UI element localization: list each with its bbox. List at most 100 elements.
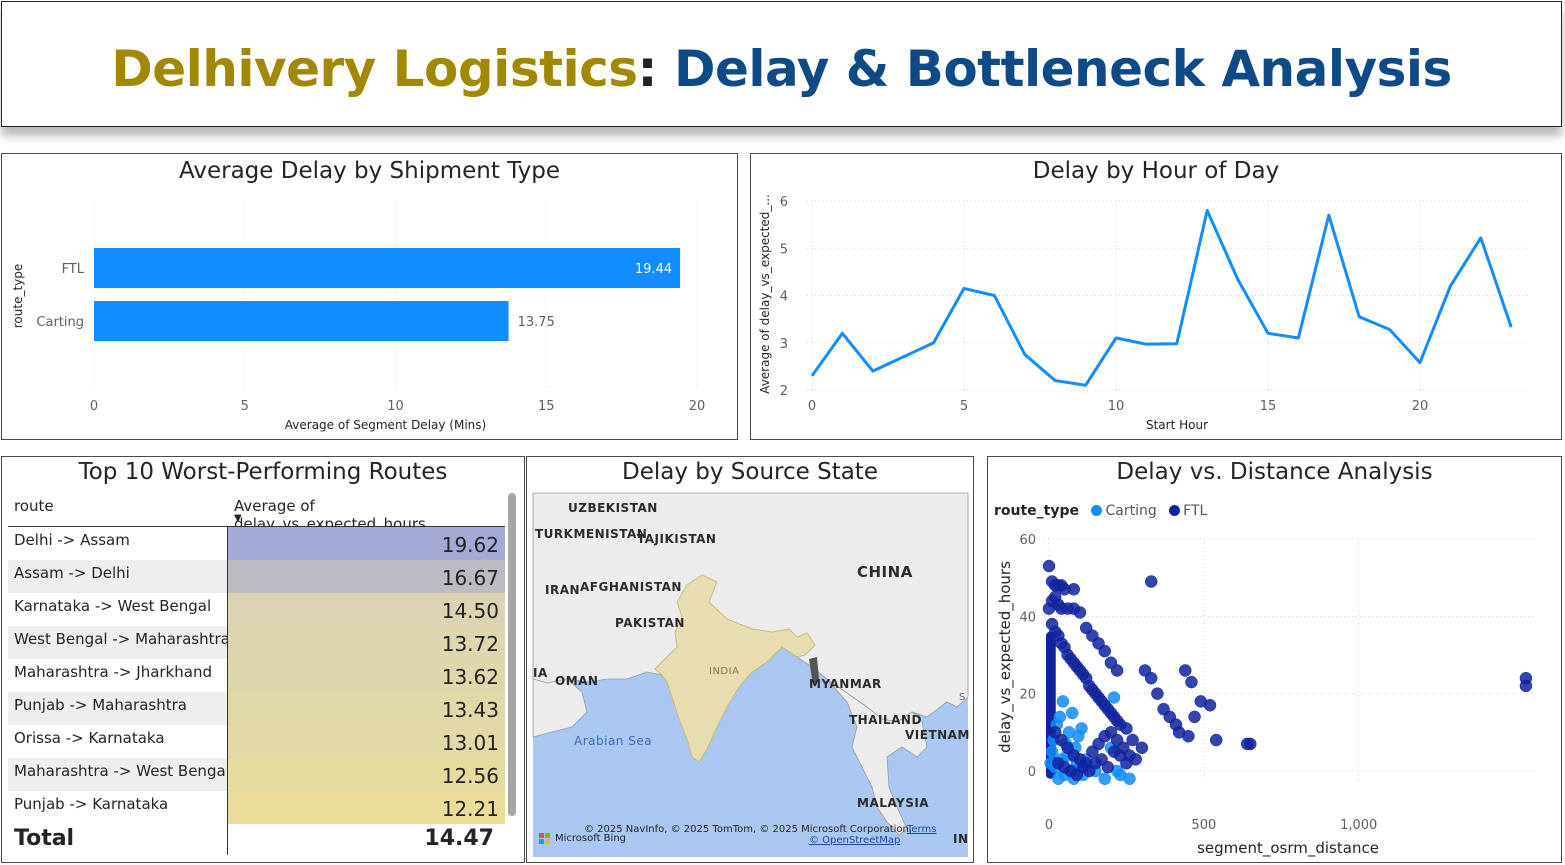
scatter-title: Delay vs. Distance Analysis bbox=[1116, 459, 1433, 485]
value-cell: 16.67 bbox=[227, 560, 505, 593]
scatter-point-ftl bbox=[1179, 664, 1192, 677]
bar-xtick-label: 5 bbox=[241, 399, 249, 414]
table-row[interactable]: Delhi -> Assam 19.62 bbox=[8, 527, 505, 560]
scatter-point-ftl bbox=[1144, 575, 1158, 588]
line-ytick-label: 3 bbox=[780, 337, 788, 352]
scatter-point-carting bbox=[1098, 772, 1111, 785]
line-chart-panel[interactable]: Delay by Hour of Day 2 3 4 5 6 0 5 10 15 20 Start … bbox=[750, 153, 1562, 440]
scatter-xtick-label: 0 bbox=[1045, 818, 1053, 833]
scatter-point-ftl bbox=[1067, 583, 1081, 596]
value-text: 19.62 bbox=[441, 533, 499, 557]
map-osm-link[interactable]: © OpenStreetMap bbox=[809, 835, 901, 846]
scatter-point-ftl bbox=[1101, 760, 1115, 774]
scatter-y-axis-title: delay_vs_expected_hours bbox=[996, 561, 1015, 753]
line-xtick-label: 5 bbox=[960, 399, 968, 414]
bar-x-axis-title: Average of Segment Delay (Mins) bbox=[285, 418, 486, 432]
value-cell: 13.62 bbox=[227, 659, 505, 692]
table-row[interactable]: Punjab -> Karnataka 12.21 bbox=[8, 791, 505, 824]
table-row[interactable]: Maharashtra -> West Bengal 12.56 bbox=[8, 758, 505, 791]
route-column-header[interactable]: route bbox=[14, 497, 54, 515]
bar-chart-svg: 0 5 10 15 20 FTL 19.44 Carting 13.75 Average of S… bbox=[11, 202, 706, 432]
table-row[interactable]: Orissa -> Karnataka 13.01 bbox=[8, 725, 505, 758]
total-value: 14.47 bbox=[424, 826, 494, 851]
value-cell: 12.56 bbox=[227, 758, 505, 791]
line-y-axis-title: Average of delay_vs_expected_... bbox=[758, 194, 772, 394]
table-row[interactable]: Karnataka -> West Bengal 14.50 bbox=[8, 593, 505, 626]
bar-data-label: 13.75 bbox=[518, 315, 555, 330]
route-cell: Assam -> Delhi bbox=[14, 564, 130, 582]
value-text: 12.21 bbox=[441, 797, 499, 821]
map-label-turkmenistan: TURKMENISTAN bbox=[535, 527, 647, 541]
bar-xtick-label: 20 bbox=[689, 399, 706, 414]
line-xtick-label: 20 bbox=[1412, 399, 1429, 414]
scatter-point-ftl bbox=[1151, 687, 1164, 700]
map-label-afghanistan: AFGHANISTAN bbox=[580, 580, 682, 594]
value-text: 16.67 bbox=[441, 566, 499, 590]
line-ytick-label: 6 bbox=[780, 195, 788, 210]
dashboard-title: Delhivery Logistics: Delay & Bottleneck … bbox=[2, 40, 1561, 98]
scatter-point-ftl bbox=[1126, 733, 1139, 747]
line-x-axis-title: Start Hour bbox=[1146, 418, 1208, 432]
scatter-point-carting bbox=[1053, 710, 1067, 724]
scatter-point-ftl bbox=[1144, 671, 1158, 685]
value-cell: 19.62 bbox=[227, 527, 505, 560]
map-label-malaysia: MALAYSIA bbox=[857, 796, 929, 810]
scatter-ytick-label: 20 bbox=[1019, 688, 1036, 703]
value-text: 13.72 bbox=[441, 632, 499, 656]
total-label: Total bbox=[14, 826, 75, 851]
table-scrollbar[interactable] bbox=[508, 493, 516, 816]
title-subject: Delay & Bottleneck Analysis bbox=[673, 40, 1452, 98]
scatter-point-ftl bbox=[1209, 733, 1223, 747]
value-cell: 14.50 bbox=[227, 593, 505, 626]
route-cell: Maharashtra -> West Bengal bbox=[14, 762, 230, 780]
bar-data-label: 19.44 bbox=[635, 262, 672, 277]
map-label-china: CHINA bbox=[857, 563, 913, 581]
scatter-legend: route_type Carting FTL bbox=[994, 503, 1207, 519]
map-india[interactable] bbox=[654, 574, 816, 763]
table-row[interactable]: West Bengal -> Maharashtra 13.72 bbox=[8, 626, 505, 659]
scatter-point-carting bbox=[1065, 706, 1079, 720]
bar-chart-panel[interactable]: Average Delay by Shipment Type 0 5 10 15 20 F… bbox=[1, 153, 738, 440]
sort-desc-icon[interactable]: ▼ bbox=[234, 513, 242, 524]
route-cell: Karnataka -> West Bengal bbox=[14, 597, 212, 615]
value-cell: 13.01 bbox=[227, 725, 505, 758]
table-row[interactable]: Maharashtra -> Jharkhand 13.62 bbox=[8, 659, 505, 692]
table-header: route Average of delay_vs_expected_hours… bbox=[8, 493, 505, 533]
route-cell: West Bengal -> Maharashtra bbox=[14, 630, 230, 648]
legend-item-ftl[interactable]: FTL bbox=[1183, 503, 1208, 519]
line-xtick-label: 10 bbox=[1108, 399, 1125, 414]
line-ytick-label: 2 bbox=[780, 384, 788, 399]
legend-dot-ftl bbox=[1169, 505, 1181, 516]
table-row[interactable]: Punjab -> Maharashtra 13.43 bbox=[8, 692, 505, 725]
route-cell: Delhi -> Assam bbox=[14, 531, 130, 549]
route-cell: Orissa -> Karnataka bbox=[14, 729, 165, 747]
table-row[interactable]: Assam -> Delhi 16.67 bbox=[8, 560, 505, 593]
scatter-point-carting bbox=[1056, 695, 1070, 708]
value-cell: 13.72 bbox=[227, 626, 505, 659]
scatter-point-ftl bbox=[1098, 644, 1111, 658]
map-label-thailand: THAILAND bbox=[849, 713, 922, 727]
scatter-point-ftl bbox=[1073, 606, 1087, 619]
scatter-point-ftl bbox=[1182, 729, 1195, 743]
scatter-point-ftl bbox=[1135, 741, 1149, 755]
bar-xtick-label: 10 bbox=[387, 399, 404, 414]
scatter-point-ftl bbox=[1120, 722, 1133, 735]
table-total-row: Total 14.47 bbox=[0, 822, 508, 858]
legend-title: route_type bbox=[994, 503, 1080, 519]
legend-dot-carting bbox=[1091, 505, 1103, 516]
map-label-tajikistan: TAJIKISTAN bbox=[637, 532, 716, 546]
value-cell: 12.21 bbox=[227, 791, 505, 824]
legend-item-carting[interactable]: Carting bbox=[1105, 503, 1157, 519]
map-label-left_edge: IA bbox=[533, 666, 548, 680]
line-xtick-label: 15 bbox=[1260, 399, 1277, 414]
scatter-ytick-label: 0 bbox=[1028, 765, 1036, 780]
scatter-point-ftl bbox=[1042, 559, 1056, 573]
scatter-xtick-label: 1,000 bbox=[1340, 818, 1377, 833]
map-bing-label: Microsoft Bing bbox=[555, 833, 627, 844]
scatter-svg: 0 20 40 60 0 500 1,000 segment_osrm_distance del… bbox=[996, 533, 1534, 858]
scatter-panel[interactable]: Delay vs. Distance Analysis route_type C… bbox=[987, 456, 1562, 863]
map-panel[interactable]: Delay by Source State UZBEKISTAN TURKMENI… bbox=[526, 456, 974, 863]
map-terms-link[interactable]: Terms bbox=[907, 824, 937, 835]
line-series bbox=[810, 208, 1513, 387]
